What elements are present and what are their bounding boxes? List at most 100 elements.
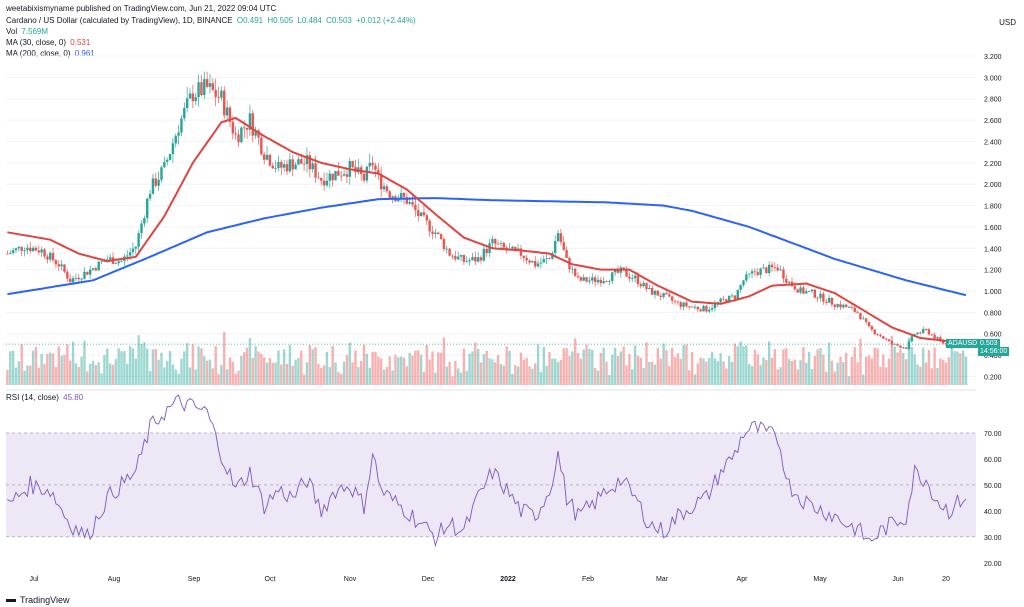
volume-bar xyxy=(160,352,163,385)
volume-bar xyxy=(220,365,223,385)
volume-bar xyxy=(559,359,563,385)
candle-body xyxy=(802,287,805,294)
rsi-tick-label: 40.00 xyxy=(984,509,1002,516)
candle-body xyxy=(645,282,648,290)
candle-body xyxy=(879,335,882,337)
volume-bar xyxy=(314,347,317,385)
volume-bar xyxy=(151,349,155,385)
volume-bar xyxy=(941,359,945,385)
volume-bar xyxy=(143,342,146,385)
volume-bar xyxy=(214,346,217,385)
volume-bar xyxy=(542,346,545,385)
candle-body xyxy=(710,308,714,310)
volume-bar xyxy=(260,353,263,385)
volume-bar xyxy=(37,367,41,385)
volume-bar xyxy=(810,369,814,385)
candle-body xyxy=(54,260,58,265)
volume-bar xyxy=(362,344,366,385)
volume-bar xyxy=(653,364,657,385)
x-tick-label: Oct xyxy=(265,576,276,583)
candle-body xyxy=(100,261,103,263)
volume-bar xyxy=(320,367,323,385)
candle-body xyxy=(117,261,120,264)
volume-bar xyxy=(882,354,885,385)
candle-body xyxy=(542,259,545,263)
candle-body xyxy=(294,164,297,170)
volume-bar xyxy=(939,358,942,385)
volume-bar xyxy=(57,346,60,385)
volume-bar xyxy=(551,358,554,385)
price-tick-label: 0.800 xyxy=(984,310,1002,317)
candle-body xyxy=(20,246,23,251)
volume-bar xyxy=(180,358,183,385)
publisher-line: weetabixismyname published on TradingVie… xyxy=(6,4,277,13)
volume-bar xyxy=(676,353,680,385)
volume-bar xyxy=(405,366,409,385)
candle-body xyxy=(60,264,63,267)
candle-body xyxy=(49,252,52,260)
volume-bar xyxy=(322,365,326,385)
volume-bar xyxy=(605,361,608,385)
candle-body xyxy=(311,163,314,170)
volume-bar xyxy=(805,362,808,385)
volume-bar xyxy=(631,369,634,385)
volume-bar xyxy=(111,364,115,385)
volume-bar xyxy=(782,349,785,385)
rsi-tick-label: 50.00 xyxy=(984,483,1002,490)
candle-body xyxy=(331,173,334,181)
symbol-title: Cardano / US Dollar (calculated by Tradi… xyxy=(6,16,233,25)
candle-body xyxy=(462,255,466,262)
candle-body xyxy=(83,271,86,279)
candle-body xyxy=(157,179,160,186)
volume-bar xyxy=(171,364,175,385)
candle-body xyxy=(722,298,725,300)
candle-body xyxy=(933,334,936,339)
candle-body xyxy=(368,162,371,167)
volume-bar xyxy=(74,363,78,385)
volume-bar xyxy=(665,350,668,385)
volume-bar xyxy=(348,342,351,385)
candle-body xyxy=(750,271,754,274)
candle-body xyxy=(317,177,320,179)
candle-body xyxy=(251,113,254,136)
ohlc-open: O0.491 xyxy=(236,16,264,25)
volume-bar xyxy=(311,349,314,385)
volume-bar xyxy=(137,335,140,385)
volume-bar xyxy=(585,344,588,385)
ma200-label: MA (200, close, 0) xyxy=(6,49,71,58)
volume-bar xyxy=(237,370,240,385)
candle-body xyxy=(785,278,788,283)
volume-bar xyxy=(29,365,32,385)
candle-body xyxy=(787,281,791,283)
volume-bar xyxy=(639,357,642,385)
candle-body xyxy=(217,97,220,98)
candle-body xyxy=(653,290,657,295)
footer-brand: TradingView xyxy=(20,594,70,605)
volume-bar xyxy=(254,346,257,385)
candle-body xyxy=(337,171,340,176)
price-tick-label: 3.200 xyxy=(984,54,1002,61)
volume-bar xyxy=(280,364,283,385)
volume-bar xyxy=(379,358,383,385)
candle-body xyxy=(476,257,480,262)
volume-bar xyxy=(816,349,819,385)
volume-bar xyxy=(374,351,377,385)
volume-bar xyxy=(471,351,474,385)
volume-bar xyxy=(648,361,651,385)
volume-bar xyxy=(357,367,360,385)
volume-bar xyxy=(611,354,614,385)
candle-body xyxy=(796,289,799,293)
candle-body xyxy=(86,271,89,275)
candle-body xyxy=(733,295,737,299)
candle-body xyxy=(753,271,757,273)
volume-bar xyxy=(103,355,106,385)
candle-body xyxy=(334,171,337,181)
volume-bar xyxy=(128,346,132,385)
candle-body xyxy=(762,267,765,269)
candle-body xyxy=(599,279,603,284)
volume-bar xyxy=(163,367,166,385)
volume-bar xyxy=(856,362,859,385)
candle-body xyxy=(314,163,317,178)
tradingview-logo-icon: ▬ xyxy=(6,594,16,605)
